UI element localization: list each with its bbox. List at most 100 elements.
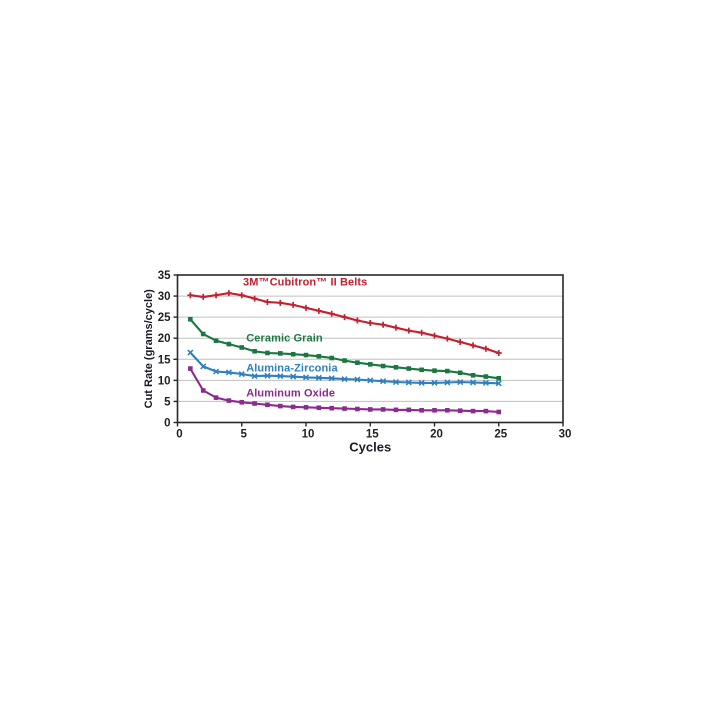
marker-2-12	[341, 376, 348, 383]
xtick-label-20: 20	[430, 429, 443, 441]
ytick-label-10: 10	[158, 375, 171, 387]
marker-2-15	[380, 378, 387, 385]
marker-2-3	[225, 369, 232, 376]
marker-3-10	[316, 405, 322, 411]
marker-0-20	[444, 335, 451, 342]
marker-3-23	[483, 408, 489, 414]
marker-1-21	[457, 370, 463, 376]
marker-3-6	[265, 402, 270, 408]
series-label-2: Alumina-Zirconia	[246, 363, 338, 375]
marker-0-23	[482, 345, 489, 352]
marker-0-0	[187, 292, 194, 299]
marker-1-12	[342, 358, 347, 363]
marker-0-18	[418, 329, 425, 336]
marker-3-3	[226, 398, 232, 403]
x-axis-title: Cycles	[349, 440, 391, 455]
marker-1-3	[226, 341, 232, 347]
marker-3-12	[342, 406, 347, 411]
series-line-1	[189, 318, 500, 380]
marker-3-8	[290, 404, 296, 410]
marker-3-5	[252, 401, 257, 406]
marker-3-22	[470, 408, 476, 414]
marker-0-3	[225, 290, 232, 297]
xtick-label-15: 15	[366, 429, 379, 441]
plot-frame	[176, 274, 564, 424]
ytick-label-0: 0	[164, 418, 170, 430]
series-label-3: Aluminum Oxide	[246, 388, 335, 400]
marker-2-23	[482, 379, 489, 386]
marker-2-6	[264, 372, 271, 379]
marker-3-0	[188, 366, 193, 371]
marker-0-14	[367, 320, 374, 327]
marker-0-17	[405, 327, 412, 334]
xtick-label-25: 25	[494, 429, 507, 441]
marker-0-2	[213, 292, 220, 299]
marker-2-19	[431, 379, 438, 386]
marker-0-11	[328, 310, 335, 317]
marker-0-5	[251, 295, 258, 302]
marker-2-8	[290, 373, 297, 380]
marker-2-20	[444, 379, 451, 386]
marker-3-17	[406, 407, 412, 413]
marker-0-4	[238, 292, 245, 299]
xtick-label-0: 0	[176, 429, 182, 441]
marker-3-14	[367, 407, 373, 412]
marker-3-13	[355, 406, 360, 412]
marker-2-18	[418, 379, 425, 386]
marker-1-17	[406, 366, 412, 371]
ytick-label-35: 35	[158, 270, 171, 282]
xtick-label-10: 10	[302, 429, 315, 441]
marker-1-15	[380, 363, 386, 369]
marker-3-15	[380, 407, 386, 412]
marker-1-13	[355, 360, 360, 365]
marker-1-7	[278, 351, 283, 356]
marker-0-13	[354, 317, 361, 324]
marker-0-22	[470, 342, 477, 349]
series-line-0	[189, 292, 500, 355]
marker-2-14	[367, 377, 374, 384]
marker-3-21	[457, 408, 463, 413]
marker-3-7	[278, 403, 283, 409]
marker-2-17	[405, 379, 412, 386]
y-axis-title: Cut Rate (grams/cycle)	[143, 289, 155, 409]
series-line-3	[189, 367, 500, 414]
marker-2-11	[328, 375, 335, 382]
xtick-label-5: 5	[241, 429, 248, 441]
marker-1-16	[393, 364, 399, 370]
marker-1-18	[419, 367, 424, 373]
ytick-label-20: 20	[158, 333, 171, 345]
marker-1-9	[303, 352, 309, 358]
marker-2-22	[470, 379, 477, 386]
marker-1-10	[316, 354, 322, 359]
marker-1-5	[252, 348, 257, 354]
marker-3-2	[213, 395, 219, 400]
marker-2-2	[213, 368, 220, 375]
marker-3-16	[393, 407, 399, 413]
marker-2-1	[200, 363, 207, 370]
marker-1-14	[367, 362, 373, 367]
marker-0-6	[264, 298, 271, 305]
marker-0-1	[200, 293, 207, 300]
ytick-label-30: 30	[158, 291, 171, 303]
marker-2-10	[315, 374, 322, 381]
xtick-label-30: 30	[559, 429, 572, 441]
marker-3-24	[496, 409, 502, 415]
series-label-1: Ceramic Grain	[246, 333, 323, 345]
marker-2-16	[392, 379, 399, 386]
marker-1-19	[432, 368, 437, 373]
marker-3-1	[200, 388, 206, 393]
marker-0-9	[303, 304, 309, 311]
series-label-0: 3M™Cubitron™ II Belts	[243, 277, 367, 289]
marker-0-7	[277, 299, 284, 306]
marker-1-23	[483, 374, 489, 379]
marker-1-6	[265, 350, 270, 356]
marker-2-21	[457, 379, 464, 386]
ytick-label-25: 25	[158, 312, 171, 324]
marker-1-24	[496, 375, 502, 381]
marker-0-21	[457, 339, 464, 346]
marker-2-0	[187, 349, 194, 356]
marker-0-19	[431, 332, 438, 339]
marker-3-20	[445, 407, 450, 413]
